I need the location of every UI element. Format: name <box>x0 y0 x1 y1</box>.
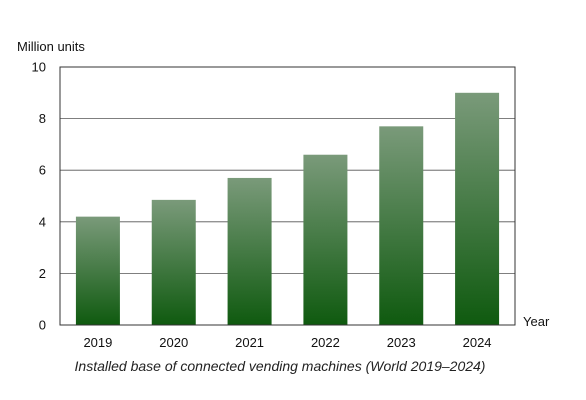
y-tick-label: 10 <box>32 60 46 75</box>
y-tick-label: 8 <box>39 111 46 126</box>
y-tick-label: 4 <box>39 214 46 229</box>
x-tick-labels: 2019 2020 2021 2022 2023 2024 <box>83 335 491 350</box>
bar-2019 <box>75 216 120 325</box>
bar-2023 <box>379 126 424 325</box>
x-tick-label-2023: 2023 <box>387 335 416 350</box>
plot-frame <box>59 66 516 326</box>
x-tick-label-2022: 2022 <box>311 335 340 350</box>
y-tick-label: 0 <box>39 318 46 333</box>
x-tick-label-2019: 2019 <box>83 335 112 350</box>
bar-2020 <box>151 199 196 325</box>
x-tick-label-2021: 2021 <box>235 335 264 350</box>
y-tick-label: 6 <box>39 163 46 178</box>
gridlines <box>60 118 515 274</box>
bar-2022 <box>303 154 348 325</box>
bars <box>75 92 500 325</box>
y-axis-label: Million units <box>17 39 85 54</box>
x-tick-label-2024: 2024 <box>463 335 492 350</box>
bar-2021 <box>227 177 272 325</box>
bar-2024 <box>455 92 500 325</box>
y-tick-label: 2 <box>39 266 46 281</box>
x-axis-label: Year <box>523 314 550 329</box>
x-tick-label-2020: 2020 <box>159 335 188 350</box>
chart-caption: Installed base of connected vending mach… <box>75 358 486 374</box>
y-tick-labels: 0 2 4 6 8 10 <box>32 60 46 333</box>
